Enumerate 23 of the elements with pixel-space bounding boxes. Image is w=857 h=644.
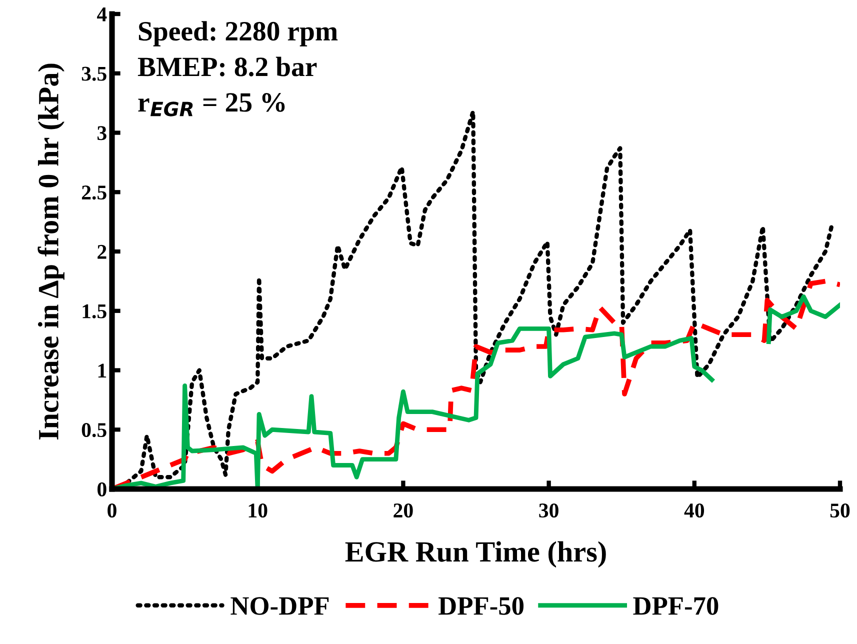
x-tick-label: 40 (684, 503, 704, 518)
legend-label: NO-DPF (230, 597, 329, 615)
annotation: BMEP: 8.2 bar (138, 56, 317, 76)
annotation: Speed: 2280 rpm (138, 21, 338, 46)
y-tick-label: 1.5 (82, 304, 106, 318)
y-tick-label: 2.5 (82, 186, 106, 200)
legend-label: DPF-70 (633, 597, 718, 615)
y-tick-label: 3.5 (82, 66, 106, 81)
y-tick-label: 3 (98, 126, 106, 140)
x-tick-label: 10 (248, 503, 268, 518)
y-axis-title: Increase in Δp from 0 hr (kPa) (38, 64, 64, 440)
y-tick-label: 1 (98, 364, 106, 378)
x-tick-label: 20 (394, 503, 413, 518)
annotation: r$_{EGR}$ = 25 % (138, 93, 285, 116)
y-tick-label: 0 (98, 482, 106, 496)
legend-label: DPF-50 (438, 597, 524, 615)
y-tick-label: 4 (97, 8, 107, 22)
x-axis-title: EGR Run Time (hrs) (345, 541, 606, 568)
x-tick-label: 0 (108, 503, 116, 518)
y-tick-label: 0.5 (82, 423, 106, 438)
x-tick-label: 50 (830, 503, 850, 518)
x-tick-label: 30 (539, 503, 558, 518)
y-tick-label: 2 (98, 244, 106, 259)
